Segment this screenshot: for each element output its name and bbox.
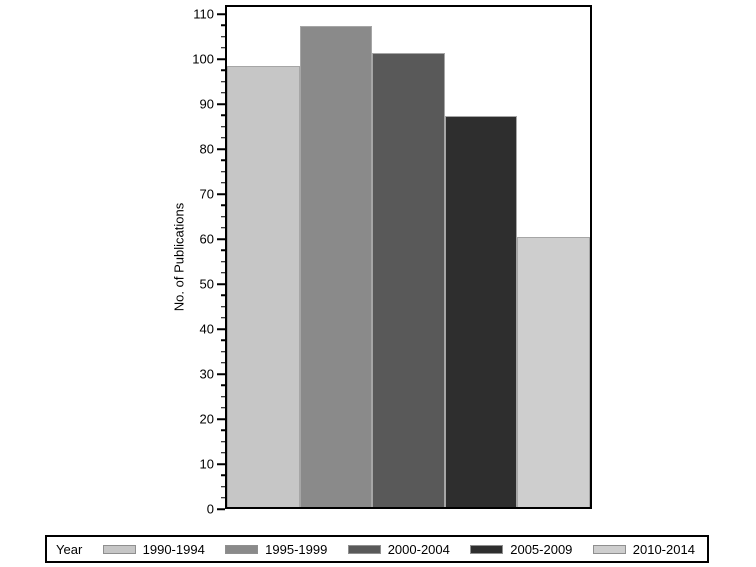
- y-axis-minor-tick: [221, 497, 225, 499]
- y-axis-tick: [217, 373, 225, 375]
- y-axis-tick-label: 90: [199, 96, 214, 112]
- y-axis-minor-tick: [221, 350, 225, 353]
- y-axis-minor-tick: [221, 395, 225, 398]
- y-axis: 0 10 20 30 40 50 60 70 80 90 100 110: [0, 5, 225, 517]
- y-axis-minor-tick: [221, 272, 225, 274]
- y-axis-tick: [217, 193, 225, 195]
- y-axis-minor-tick: [221, 485, 225, 488]
- bar-2005-2009: [444, 115, 518, 507]
- y-axis-minor-tick: [221, 260, 225, 263]
- y-axis-minor-tick: [221, 407, 225, 409]
- y-axis-minor-tick: [221, 227, 225, 229]
- y-axis-tick-label: 100: [192, 51, 214, 67]
- y-axis-tick: [217, 463, 225, 465]
- y-axis-minor-tick: [221, 159, 225, 161]
- y-axis-minor-tick: [221, 215, 225, 218]
- legend-swatch-1995-1999: [225, 544, 259, 554]
- legend-swatch-1990-1994: [102, 544, 136, 554]
- y-axis-tick: [217, 508, 225, 510]
- y-axis-minor-tick: [221, 170, 225, 173]
- y-axis-minor-tick: [221, 317, 225, 319]
- bars-container: [227, 7, 590, 507]
- y-axis-minor-tick: [221, 452, 225, 454]
- y-axis-minor-tick: [221, 339, 225, 341]
- y-axis-tick-label: 40: [199, 321, 214, 337]
- y-axis-tick-label: 10: [199, 456, 214, 472]
- y-axis-minor-tick: [221, 249, 225, 251]
- y-axis-minor-tick: [221, 69, 225, 71]
- y-axis-tick-label: 30: [199, 366, 214, 382]
- y-axis-tick: [217, 58, 225, 60]
- y-axis-minor-tick: [221, 204, 225, 206]
- y-axis-minor-tick: [221, 24, 225, 26]
- legend-item-2010-2014: 2010-2014: [592, 541, 695, 557]
- y-axis-tick-label: 110: [193, 6, 214, 22]
- y-axis-tick-label: 50: [199, 276, 214, 292]
- y-axis-minor-tick: [221, 474, 225, 476]
- y-axis-tick: [217, 283, 225, 285]
- y-axis-tick-label: 80: [199, 141, 214, 157]
- y-axis-minor-tick: [221, 125, 225, 128]
- legend-item-2000-2004: 2000-2004: [347, 541, 450, 557]
- legend-swatch-2005-2009: [470, 544, 504, 554]
- legend-label: 2000-2004: [387, 541, 450, 557]
- y-axis-tick: [217, 148, 225, 150]
- y-axis-minor-tick: [221, 35, 225, 38]
- y-axis-minor-tick: [221, 384, 225, 386]
- legend-item-1995-1999: 1995-1999: [225, 542, 327, 557]
- y-axis-minor-tick: [221, 137, 225, 139]
- y-axis-minor-tick: [221, 362, 225, 364]
- y-axis-minor-tick: [221, 182, 225, 184]
- legend-item-1990-1994: 1990-1994: [102, 541, 205, 557]
- legend-label: 2005-2009: [510, 541, 573, 557]
- legend: Year 1990-1994 1995-1999 2000-2004 2005-200…: [45, 535, 709, 563]
- y-axis-tick: [217, 418, 225, 420]
- legend-label: 1990-1994: [142, 541, 205, 557]
- y-axis-tick-label: 20: [199, 411, 214, 427]
- legend-label: 1995-1999: [265, 541, 328, 557]
- y-axis-minor-tick: [221, 429, 225, 431]
- y-axis-tick: [217, 328, 225, 330]
- y-axis-minor-tick: [221, 114, 225, 116]
- y-axis-minor-tick: [221, 80, 225, 83]
- legend-label: 2010-2014: [632, 541, 695, 557]
- y-axis-tick-label: 70: [199, 186, 214, 202]
- legend-item-2005-2009: 2005-2009: [470, 542, 572, 557]
- legend-title: Year: [56, 541, 83, 557]
- y-axis-tick: [217, 238, 225, 240]
- bar-1995-1999: [299, 25, 373, 507]
- bar-2010-2014: [517, 237, 590, 507]
- plot-area: [225, 5, 592, 509]
- y-axis-minor-tick: [221, 47, 225, 49]
- y-axis-minor-tick: [221, 440, 225, 443]
- bar-2000-2004: [372, 52, 445, 507]
- y-axis-tick-label: 0: [206, 501, 214, 517]
- y-axis-minor-tick: [221, 294, 225, 296]
- y-axis-tick: [217, 103, 225, 105]
- bar-1990-1994: [227, 66, 300, 507]
- legend-swatch-2000-2004: [347, 544, 381, 554]
- y-axis-tick-label: 60: [199, 231, 214, 247]
- y-axis-minor-tick: [221, 305, 225, 308]
- y-axis-minor-tick: [221, 92, 225, 94]
- legend-swatch-2010-2014: [592, 544, 626, 554]
- y-axis-tick: [217, 13, 225, 15]
